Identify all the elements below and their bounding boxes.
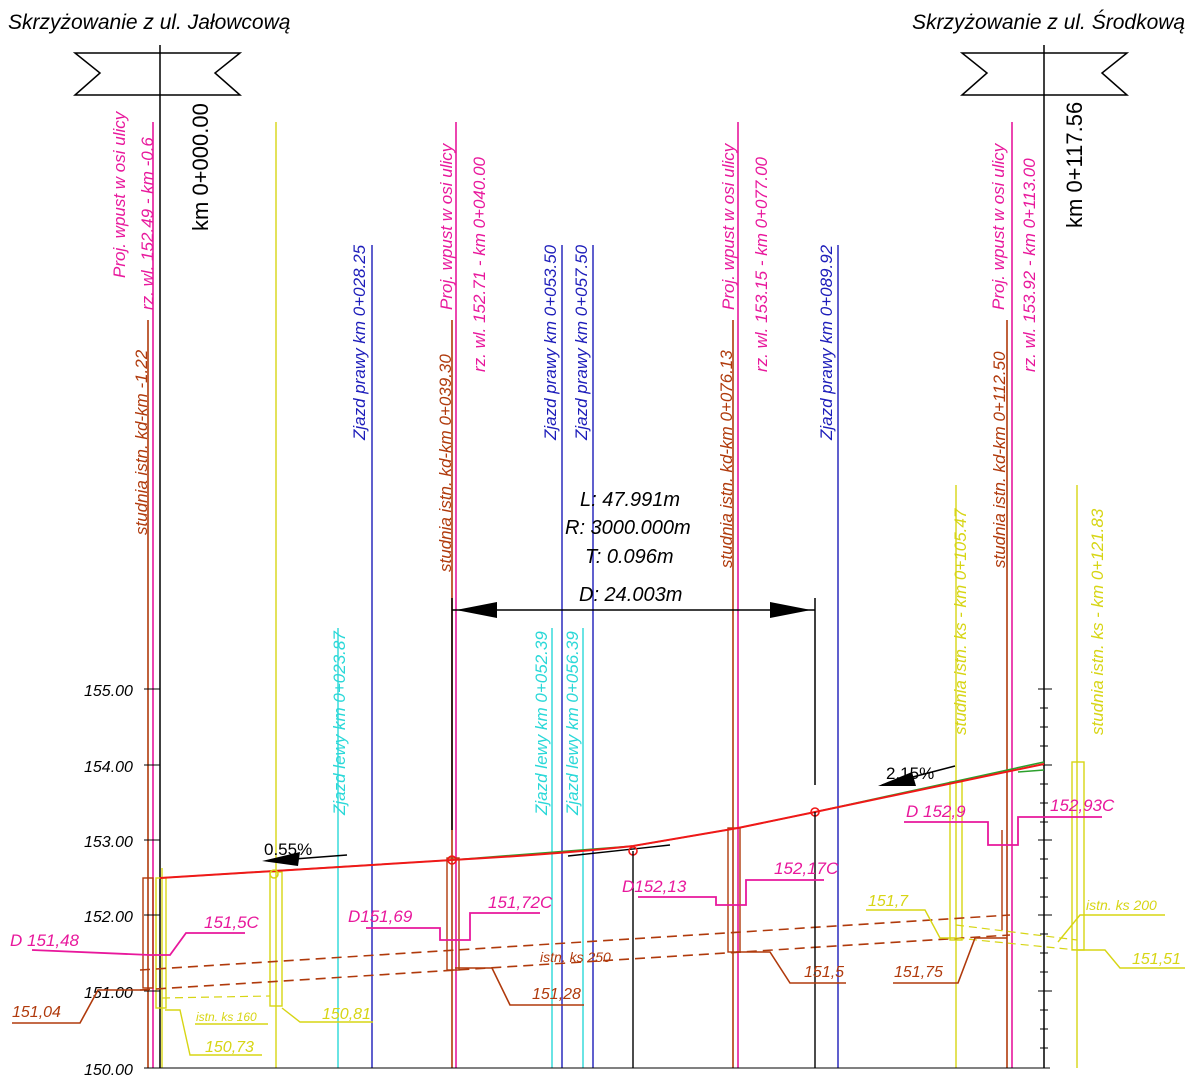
left-driveway-lines (337, 628, 584, 1068)
inlet-3-level: rz. wl. 153.15 - km 0+077.00 (752, 156, 771, 372)
inlet-1-level: rz. wl. 152.49 - km -0.6 (138, 137, 157, 310)
curve-tangent-label: T: 0.096m (585, 546, 674, 568)
right-driveway-lines (371, 245, 839, 1068)
kd-manhole-4-label: studnia istn. kd-km 0+112.50 (990, 351, 1009, 568)
ks-manhole-1-label: studnia istn. ks - km 0+105.47 (951, 508, 970, 735)
right-driveway-1-label: Zjazd prawy km 0+028.25 (350, 244, 369, 441)
kd-level-151-04: 151,04 (12, 1004, 61, 1021)
level-d-151-69: D151,69 (348, 907, 413, 926)
level-d-152-9: D 152,9 (906, 802, 966, 821)
left-driveway-3-label: Zjazd lewy km 0+056.39 (563, 631, 582, 816)
level-c-152-93: 152,93C (1050, 796, 1115, 815)
level-c-152-17: 152,17C (774, 859, 839, 878)
kd-manhole-1-label: studnia istn. kd-km -1.22 (132, 349, 151, 535)
elevation-label-154: 154.00 (84, 759, 133, 776)
ks-lines (161, 122, 1078, 1068)
kd-level-151-5: 151,5 (804, 964, 844, 981)
inlet-2-level: rz. wl. 152.71 - km 0+040.00 (470, 156, 489, 372)
curve-radius-label: R: 3000.000m (565, 517, 691, 539)
right-driveway-2-label: Zjazd prawy km 0+053.50 (541, 244, 560, 441)
right-intersection-symbol (959, 52, 1130, 96)
kd-manhole-3-label: studnia istn. kd-km 0+076.13 (717, 350, 736, 568)
level-c-151-72: 151,72C (488, 893, 553, 912)
inlet-1-title: Proj. wpust w osi ulicy (110, 110, 129, 278)
kd-manhole-2-label: studnia istn. kd-km 0+039.30 (436, 354, 455, 572)
level-c-151-5: 151,5C (204, 913, 260, 932)
left-driveway-1-label: Zjazd lewy km 0+023.87 (330, 631, 349, 816)
elevation-label-155: 155.00 (84, 683, 133, 700)
inlet-4-title: Proj. wpust w osi ulicy (989, 142, 1008, 310)
pipe-label-ks200: istn. ks 200 (1086, 897, 1157, 913)
inlet-4-level: rz. wl. 153.92 - km 0+113.00 (1020, 158, 1039, 372)
left-intersection-title: Skrzyżowanie z ul. Jałowcową (8, 11, 290, 34)
brown-callout-lines (12, 937, 1007, 1024)
ks160-pipes (161, 924, 1078, 999)
right-driveway-4-label: Zjazd prawy km 0+089.92 (817, 244, 836, 441)
slope-label-left: 0.55% (264, 840, 312, 859)
elevation-label-153: 153.00 (84, 834, 133, 851)
elevation-label-152: 152.00 (84, 909, 133, 926)
road-profile (159, 761, 1045, 1068)
pipe-label-ks160: istn. ks 160 (196, 1010, 257, 1024)
ks-level-151-51: 151,51 (1132, 951, 1181, 968)
right-driveway-3-label: Zjazd prawy km 0+057.50 (572, 244, 591, 441)
ks-level-151-7: 151,7 (868, 893, 909, 910)
curve-d-label: D: 24.003m (579, 584, 682, 606)
slope-label-right: 2.15% (886, 764, 934, 783)
inlet-3-title: Proj. wpust w osi ulicy (719, 142, 738, 310)
right-intersection-title: Skrzyżowanie z ul. Środkową (912, 10, 1185, 34)
ks250-pipes (139, 914, 1011, 991)
end-chainage-label: km 0+117.56 (1062, 102, 1087, 228)
elevation-label-150: 150.00 (84, 1062, 133, 1079)
slope-arrow-right (878, 765, 956, 786)
ks-level-150-73: 150,73 (205, 1039, 254, 1056)
ks-level-150-81: 150,81 (322, 1006, 371, 1023)
level-d-151-48: D 151,48 (10, 931, 80, 950)
inlet-2-title: Proj. wpust w osi ulicy (437, 142, 456, 310)
kd-level-151-75: 151,75 (894, 964, 943, 981)
slope-arrow-left (262, 852, 348, 866)
pipe-label-ks250: istn. ks 250 (540, 949, 611, 965)
left-intersection-symbol (72, 52, 243, 96)
yellow-callout-lines (165, 909, 1185, 1056)
start-chainage-label: km 0+000.00 (188, 103, 213, 231)
elevation-axis (144, 688, 1052, 1069)
vertical-curve-dimension (451, 598, 816, 830)
magenta-callout-lines (31, 816, 1102, 956)
ks-manhole-2-label: studnia istn. ks - km 0+121.83 (1088, 508, 1107, 735)
curve-length-label: L: 47.991m (580, 489, 680, 511)
elevation-label-151: 151.00 (84, 985, 133, 1002)
level-d-152-13: D152,13 (622, 877, 687, 896)
left-driveway-2-label: Zjazd lewy km 0+052.39 (532, 631, 551, 816)
kd-level-151-28: 151,28 (532, 986, 581, 1003)
